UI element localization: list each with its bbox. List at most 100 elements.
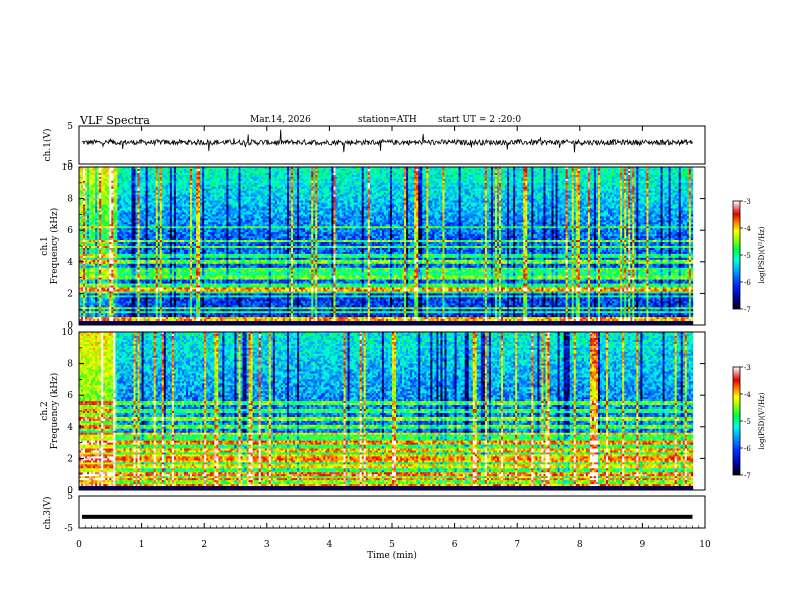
spectrogram-cell [107, 254, 109, 256]
spectrogram-cell [95, 177, 97, 179]
spectrogram-cell [107, 287, 109, 289]
spectrogram-cell [136, 220, 138, 222]
spectrogram-cell [144, 256, 146, 258]
spectrogram-cell [91, 321, 93, 323]
spectrogram-cell [87, 252, 89, 254]
spectrogram-cell [123, 284, 125, 286]
spectrogram-cell [134, 272, 136, 274]
spectrogram-cell [142, 240, 144, 242]
spectrogram-cell [101, 256, 103, 258]
spectrogram-cell [144, 189, 146, 191]
spectrogram-cell [125, 270, 127, 272]
spectrogram-cell [146, 262, 148, 264]
spectrogram-cell [129, 319, 131, 321]
spectrogram-cell [121, 203, 123, 205]
spectrogram-cell [113, 169, 115, 171]
spectrogram-cell [138, 262, 140, 264]
spectrogram-cell [115, 230, 117, 232]
spectrogram-cell [111, 305, 113, 307]
spectrogram-cell [134, 242, 136, 244]
spectrogram-cell [111, 175, 113, 177]
spectrogram-cell [125, 208, 127, 210]
spectrogram-cell [138, 272, 140, 274]
spectrogram-cell [140, 181, 142, 183]
spectrogram-cell [123, 311, 125, 313]
spectrogram-cell [103, 246, 105, 248]
spectrogram-cell [111, 169, 113, 171]
spectrogram-cell [85, 307, 87, 309]
spectrogram-cell [107, 201, 109, 203]
spectrogram-cell [103, 295, 105, 297]
spectrogram-cell [127, 214, 129, 216]
spectrogram-cell [142, 311, 144, 313]
spectrogram-cell [105, 222, 107, 224]
spectrogram-cell [89, 287, 91, 289]
spectrogram-cell [89, 276, 91, 278]
spectrogram-cell [81, 236, 83, 238]
spectrogram-cell [93, 220, 95, 222]
spectrogram-cell [125, 268, 127, 270]
spectrogram-cell [148, 189, 150, 191]
spectrogram-cell [136, 272, 138, 274]
spectrogram-cell [146, 301, 148, 303]
spectrogram-cell [89, 307, 91, 309]
spectrogram-cell [132, 266, 134, 268]
spectrogram-cell [136, 282, 138, 284]
spectrogram-cell [87, 226, 89, 228]
spectrogram-cell [142, 289, 144, 291]
spectrogram-cell [148, 276, 150, 278]
spectrogram-cell [136, 232, 138, 234]
spectrogram-cell [132, 319, 134, 321]
spectrogram-cell [87, 236, 89, 238]
spectrogram-cell [101, 173, 103, 175]
spectrogram-cell [115, 191, 117, 193]
spectrogram-cell [93, 232, 95, 234]
spectrogram-cell [119, 199, 121, 201]
spectrogram-cell [99, 289, 101, 291]
spectrogram-cell [152, 295, 154, 297]
spectrogram-cell [150, 317, 152, 319]
spectrogram-cell [91, 305, 93, 307]
spectrogram-cell [87, 274, 89, 276]
spectrogram-cell [119, 315, 121, 317]
spectrogram-cell [105, 278, 107, 280]
spectrogram-cell [138, 230, 140, 232]
spectrogram-cell [123, 183, 125, 185]
spectrogram-cell [154, 287, 156, 289]
spectrogram-cell [134, 321, 136, 323]
spectrogram-cell [87, 234, 89, 236]
spectrogram-cell [125, 289, 127, 291]
spectrogram-cell [115, 268, 117, 270]
spectrogram-cell [109, 214, 111, 216]
spectrogram-cell [109, 199, 111, 201]
spectrogram-cell [107, 212, 109, 214]
spectrogram-cell [83, 284, 85, 286]
spectrogram-cell [148, 244, 150, 246]
spectrogram-cell [127, 177, 129, 179]
spectrogram-cell [111, 228, 113, 230]
spectrogram-cell [129, 291, 131, 293]
spectrogram-cell [154, 250, 156, 252]
spectrogram-cell [132, 307, 134, 309]
spectrogram-cell [87, 230, 89, 232]
spectrogram-cell [115, 177, 117, 179]
spectrogram-cell [140, 260, 142, 262]
spectrogram-cell [132, 311, 134, 313]
spectrogram-cell [99, 260, 101, 262]
spectrogram-cell [113, 256, 115, 258]
spectrogram-cell [148, 197, 150, 199]
spectrogram-cell [146, 246, 148, 248]
spectrogram-cell [109, 280, 111, 282]
spectrogram-cell [138, 276, 140, 278]
spectrogram-cell [93, 179, 95, 181]
spectrogram-cell [93, 293, 95, 295]
spectrogram-cell [103, 258, 105, 260]
spectrogram-cell [117, 195, 119, 197]
spectrogram-cell [105, 319, 107, 321]
spectrogram-cell [148, 307, 150, 309]
spectrogram-cell [144, 313, 146, 315]
spectrogram-cell [109, 220, 111, 222]
spectrogram-cell [111, 226, 113, 228]
spectrogram-cell [95, 181, 97, 183]
spectrogram-cell [152, 171, 154, 173]
